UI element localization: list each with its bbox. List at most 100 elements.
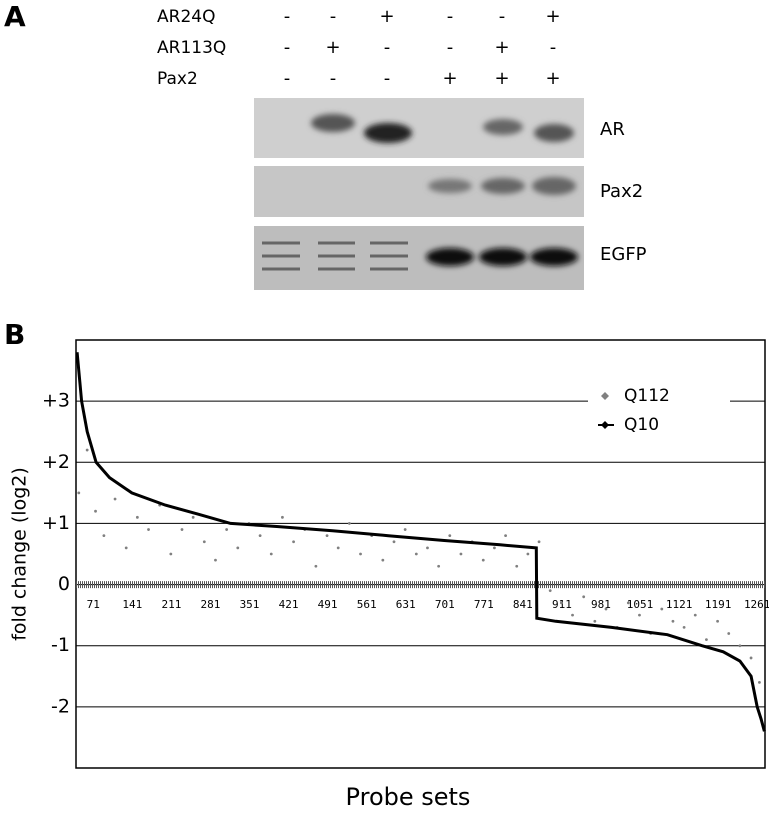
data-point xyxy=(638,613,641,617)
x-tick-label: 211 xyxy=(161,598,181,611)
data-point xyxy=(381,558,385,562)
data-point xyxy=(392,540,396,544)
data-point xyxy=(85,448,89,452)
data-point xyxy=(403,528,407,531)
data-point xyxy=(347,522,351,525)
blot-label: EGFP xyxy=(600,244,647,265)
x-tick-label: 491 xyxy=(318,598,338,611)
data-point xyxy=(758,681,761,684)
sign: - xyxy=(447,6,454,27)
data-point xyxy=(448,534,452,538)
grid xyxy=(76,400,765,708)
data-point xyxy=(493,546,496,550)
data-point xyxy=(504,534,507,538)
data-point xyxy=(180,528,184,531)
data-point xyxy=(738,644,742,648)
x-tick-label: 1191 xyxy=(705,598,732,611)
x-tick-label: 421 xyxy=(279,598,299,611)
x-tick-label: 71 xyxy=(87,598,100,611)
data-point xyxy=(191,515,195,519)
data-point xyxy=(426,546,429,550)
sign: - xyxy=(330,68,337,89)
data-point xyxy=(281,515,284,519)
data-point xyxy=(169,552,173,556)
sign: + xyxy=(545,68,560,89)
data-point xyxy=(749,656,753,660)
blot-images xyxy=(254,98,584,290)
y-tick-label: +2 xyxy=(42,451,70,473)
data-point xyxy=(214,558,217,562)
x-tick-label: 981 xyxy=(591,598,611,611)
sign: - xyxy=(284,68,291,89)
sign: + xyxy=(379,6,394,27)
x-tick-label: 701 xyxy=(435,598,455,611)
sign: - xyxy=(550,37,557,58)
y-tick-label: -2 xyxy=(51,695,70,717)
data-point xyxy=(336,546,340,550)
data-point xyxy=(113,497,117,501)
sign: - xyxy=(284,6,291,27)
x-tick-label: 1051 xyxy=(627,598,654,611)
data-point xyxy=(481,558,485,562)
data-point xyxy=(437,564,441,568)
data-point xyxy=(102,534,106,538)
panel-label: B xyxy=(4,318,25,351)
sign: + xyxy=(494,68,509,89)
y-tick-label: +3 xyxy=(42,390,70,412)
data-point xyxy=(135,515,139,519)
data-point xyxy=(571,613,574,617)
x-tick-label: 561 xyxy=(357,598,377,611)
sign: - xyxy=(499,6,506,27)
x-tick-label: 141 xyxy=(122,598,142,611)
data-point xyxy=(147,528,150,531)
data-point xyxy=(202,540,206,544)
x-tick-label: 281 xyxy=(201,598,221,611)
sign: - xyxy=(330,6,337,27)
condition-label: AR113Q xyxy=(157,38,226,58)
data-point xyxy=(292,540,295,544)
data-point xyxy=(705,638,708,641)
data-point xyxy=(236,546,240,550)
legend-label: Q10 xyxy=(624,415,659,435)
data-point xyxy=(526,552,530,556)
legend-marker xyxy=(601,421,609,429)
data-point xyxy=(604,607,608,611)
x-tick-label: 631 xyxy=(396,598,416,611)
sign: - xyxy=(384,68,391,89)
data-point xyxy=(626,601,630,605)
data-point xyxy=(693,613,697,617)
data-point xyxy=(359,552,362,556)
sign: + xyxy=(442,68,457,89)
y-tick-label: -1 xyxy=(51,634,70,656)
data-point xyxy=(414,552,418,556)
data-point xyxy=(459,552,463,556)
data-point xyxy=(77,491,81,495)
data-point xyxy=(548,589,552,593)
data-point xyxy=(124,546,128,550)
data-point xyxy=(682,625,686,629)
blot-label: Pax2 xyxy=(600,181,643,202)
data-point xyxy=(716,619,719,623)
condition-label: AR24Q xyxy=(157,7,215,27)
y-axis-title: fold change (log2) xyxy=(9,467,31,641)
y-tick-label: +1 xyxy=(42,512,70,534)
data-point xyxy=(258,534,262,538)
x-tick-label: 841 xyxy=(513,598,533,611)
sign: + xyxy=(545,6,560,27)
sign: + xyxy=(494,37,509,58)
data-point xyxy=(671,619,675,623)
condition-label: Pax2 xyxy=(157,69,198,89)
data-point xyxy=(537,540,541,544)
data-point xyxy=(314,564,318,568)
x-tick-label: 1261 xyxy=(744,598,769,611)
data-point xyxy=(94,509,97,513)
x-tick-label: 1121 xyxy=(666,598,693,611)
panel-label: A xyxy=(4,0,26,33)
data-point xyxy=(593,619,597,623)
data-line xyxy=(75,352,766,732)
data-point xyxy=(269,552,273,556)
x-tick-label: 771 xyxy=(474,598,494,611)
data-point xyxy=(660,607,664,611)
data-point xyxy=(582,595,586,599)
